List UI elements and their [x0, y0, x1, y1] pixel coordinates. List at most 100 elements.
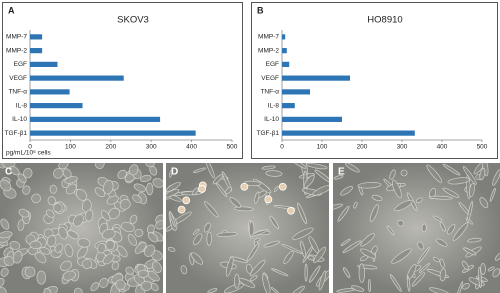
- cell: [357, 182, 382, 189]
- cell: [145, 163, 155, 168]
- cell: [119, 199, 131, 210]
- cell: [94, 187, 106, 198]
- cell: [292, 227, 314, 240]
- cell: [192, 187, 199, 196]
- cell: [22, 185, 31, 195]
- bar: [282, 61, 290, 67]
- cell: [169, 210, 176, 228]
- cell: [247, 242, 260, 262]
- cell: [417, 241, 424, 250]
- cell: [368, 278, 371, 293]
- category-label: VEGF: [9, 75, 27, 82]
- image-label: E: [338, 167, 345, 178]
- cell: [0, 287, 7, 293]
- bar: [30, 103, 83, 109]
- category-label: EGF: [14, 61, 27, 68]
- cell: [467, 237, 482, 243]
- round-cell: [287, 206, 295, 215]
- cell: [103, 179, 114, 195]
- round-cell: [240, 182, 249, 191]
- x-tick-label: 400: [437, 144, 448, 151]
- cell: [3, 256, 15, 266]
- cell: [127, 233, 137, 246]
- cell: [249, 229, 269, 237]
- cell: [39, 247, 51, 255]
- cell: [479, 167, 486, 181]
- category-label: MMP-2: [6, 47, 27, 54]
- cell: [300, 240, 307, 258]
- cell: [432, 256, 441, 263]
- cell: [303, 174, 315, 188]
- cell: [234, 273, 240, 289]
- x-tick-label: 100: [65, 144, 76, 151]
- cell: [462, 282, 470, 290]
- cell: [307, 255, 315, 261]
- cell: [152, 178, 163, 188]
- cell: [479, 197, 489, 209]
- bar: [282, 34, 286, 40]
- cell: [12, 250, 23, 264]
- cell: [466, 201, 473, 223]
- cell: [47, 196, 56, 206]
- cell: [0, 179, 12, 192]
- cell: [461, 260, 470, 271]
- bar: [282, 130, 415, 136]
- cell: [106, 195, 119, 205]
- round-cell: [177, 205, 186, 214]
- cell: [149, 165, 158, 176]
- x-tick-label: 400: [186, 144, 197, 151]
- x-axis-label: pg/mL/10⁶ cells: [6, 150, 51, 157]
- cell: [415, 197, 423, 203]
- cell: [54, 243, 64, 253]
- x-tick-label: 0: [28, 144, 32, 151]
- x-tick-label: 300: [146, 144, 157, 151]
- cell: [391, 248, 412, 264]
- cell: [23, 167, 33, 179]
- bar: [282, 89, 310, 95]
- cell: [271, 268, 289, 277]
- cell: [489, 187, 496, 202]
- cell: [134, 228, 144, 237]
- cell: [81, 199, 92, 213]
- round-cell: [278, 182, 287, 191]
- cell: [417, 246, 430, 264]
- cell: [9, 241, 21, 250]
- cell: [62, 270, 76, 281]
- cell: [473, 163, 488, 175]
- cell: [406, 275, 411, 292]
- cell: [167, 246, 176, 252]
- cell: [117, 169, 127, 180]
- cell: [249, 259, 266, 277]
- cell: [360, 248, 377, 259]
- cell: [418, 263, 431, 274]
- cell: [442, 163, 461, 176]
- cell: [351, 285, 365, 292]
- cell: [273, 186, 279, 193]
- category-label: IL-8: [268, 102, 280, 109]
- cell: [426, 164, 443, 183]
- cell: [72, 214, 84, 227]
- cell: [429, 287, 450, 293]
- cell: [452, 222, 469, 241]
- bar: [30, 116, 161, 122]
- cell: [318, 270, 327, 291]
- cell: [111, 261, 120, 271]
- category-label: IL-8: [16, 102, 28, 109]
- cell: [31, 193, 41, 204]
- cell: [224, 187, 232, 194]
- cell: [411, 272, 426, 287]
- cell: [0, 267, 9, 277]
- bar: [282, 116, 342, 122]
- cell: [205, 163, 215, 179]
- cell: [58, 163, 69, 170]
- cells: [166, 163, 329, 293]
- cell: [65, 183, 77, 195]
- cell: [116, 245, 128, 258]
- bar: [30, 61, 58, 67]
- cell: [29, 240, 42, 250]
- cell: [52, 203, 63, 213]
- cell: [254, 191, 260, 204]
- cell: [121, 221, 135, 233]
- cell: [463, 247, 477, 256]
- category-label: TNF-α: [8, 89, 27, 96]
